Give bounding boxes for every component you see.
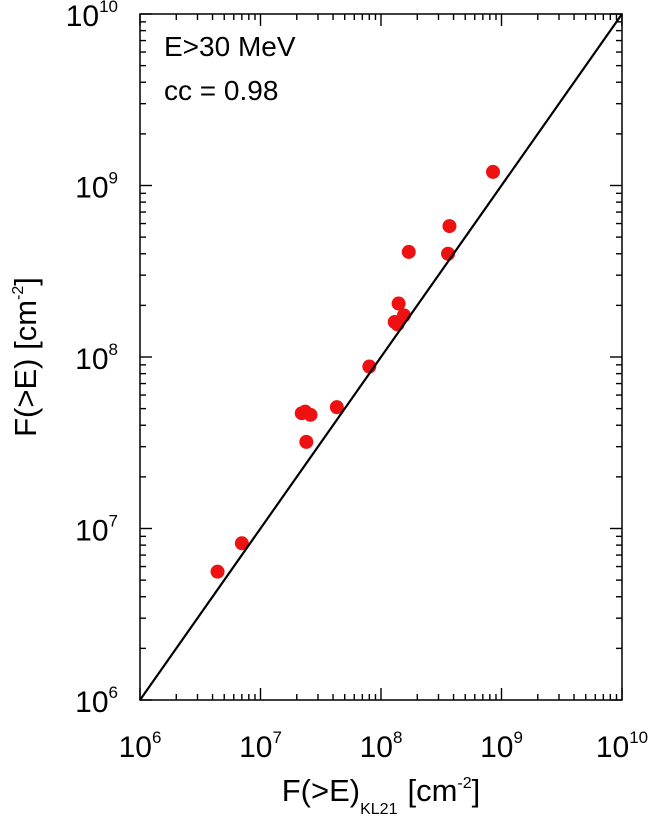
x-tick-label: 1010 [596,728,648,764]
data-point [329,400,344,415]
x-axis-label-unit: [cm [407,773,457,808]
y-tick-label-base: 10 [66,0,99,33]
y-tick-label: 108 [75,340,118,376]
y-tick-label-exp: 10 [99,0,118,16]
x-tick-label-exp: 8 [393,728,402,747]
x-tick-label-base: 10 [360,731,393,764]
y-axis-label-close: ] [8,277,43,286]
x-tick-label: 109 [480,728,523,764]
x-tick-label-exp: 6 [152,728,161,747]
axis-ticks [139,13,623,701]
y-tick-label-exp: 7 [109,512,118,531]
y-axis-label-base: F(>E) [cm [8,300,43,437]
x-tick-label-exp: 9 [513,728,522,747]
x-tick-label: 107 [239,728,282,764]
data-point [299,434,314,449]
y-tick-label: 106 [75,683,118,719]
x-axis-label-subscript: KL21 [360,801,397,818]
x-axis-label-unit-exp: -2 [457,775,471,792]
y-tick-label-exp: 8 [109,340,118,359]
annotation-energy: E>30 MeV [164,31,296,62]
data-point [303,407,318,422]
x-tick-label: 106 [119,728,162,764]
x-tick-label-base: 10 [480,731,513,764]
y-axis-label: F(>E) [cm-2] [8,277,43,437]
x-tick-label-exp: 10 [629,728,648,747]
y-tick-label-exp: 6 [109,683,118,702]
y-tick-label-base: 10 [75,343,108,376]
y-tick-label-base: 10 [75,686,108,719]
annotation-cc: cc = 0.98 [164,75,278,106]
x-tick-label-exp: 7 [272,728,281,747]
x-tick-label-base: 10 [596,731,629,764]
x-axis-label-unit-close: ] [472,773,481,808]
y-tick-label-base: 10 [75,515,108,548]
data-point [442,219,457,234]
data-point [234,536,249,551]
y-tick-label-exp: 9 [109,169,118,188]
y-axis-label-exp: -2 [10,286,27,300]
data-layer [210,164,500,579]
y-tick-label: 1010 [66,0,118,33]
y-tick-label-base: 10 [75,172,108,205]
x-tick-label-base: 10 [119,731,152,764]
reference-line-y-equals-x [139,13,623,701]
y-tick-label: 109 [75,169,118,205]
data-point [485,164,500,179]
x-axis-label: F(>E)KL21 [cm-2] [282,773,481,818]
x-tick-label: 108 [360,728,403,764]
x-axis-label-base: F(>E) [282,773,360,808]
data-point [396,308,411,323]
data-point [391,296,406,311]
data-point [401,244,416,259]
y-tick-label: 107 [75,512,118,548]
data-point [210,564,225,579]
x-tick-label-base: 10 [239,731,272,764]
